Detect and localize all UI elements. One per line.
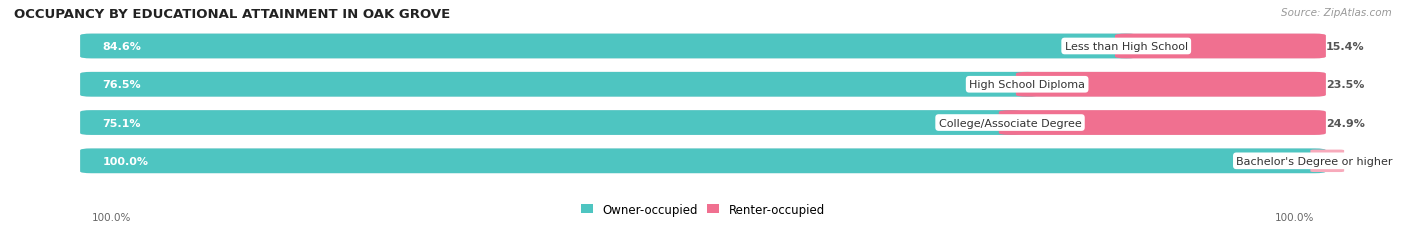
Text: OCCUPANCY BY EDUCATIONAL ATTAINMENT IN OAK GROVE: OCCUPANCY BY EDUCATIONAL ATTAINMENT IN O… <box>14 8 450 21</box>
FancyBboxPatch shape <box>80 149 1326 173</box>
FancyBboxPatch shape <box>80 73 1039 97</box>
FancyBboxPatch shape <box>80 34 1326 59</box>
FancyBboxPatch shape <box>80 149 1326 173</box>
Text: Source: ZipAtlas.com: Source: ZipAtlas.com <box>1281 8 1392 18</box>
Text: 100.0%: 100.0% <box>1275 212 1315 222</box>
FancyBboxPatch shape <box>80 73 1326 97</box>
Text: 15.4%: 15.4% <box>1326 42 1364 52</box>
Text: College/Associate Degree: College/Associate Degree <box>939 118 1081 128</box>
FancyBboxPatch shape <box>1115 34 1326 59</box>
FancyBboxPatch shape <box>1017 73 1326 97</box>
Text: 23.5%: 23.5% <box>1326 80 1364 90</box>
Text: 0.0%: 0.0% <box>1326 156 1357 166</box>
Text: 24.9%: 24.9% <box>1326 118 1365 128</box>
Text: 76.5%: 76.5% <box>103 80 141 90</box>
FancyBboxPatch shape <box>80 111 1326 135</box>
FancyBboxPatch shape <box>80 111 1021 135</box>
Text: High School Diploma: High School Diploma <box>969 80 1085 90</box>
Text: 84.6%: 84.6% <box>103 42 142 52</box>
Text: 75.1%: 75.1% <box>103 118 141 128</box>
Text: Bachelor's Degree or higher: Bachelor's Degree or higher <box>1236 156 1393 166</box>
FancyBboxPatch shape <box>80 34 1137 59</box>
Legend: Owner-occupied, Renter-occupied: Owner-occupied, Renter-occupied <box>581 203 825 216</box>
Text: 100.0%: 100.0% <box>91 212 131 222</box>
FancyBboxPatch shape <box>998 111 1326 135</box>
Text: Less than High School: Less than High School <box>1064 42 1188 52</box>
FancyBboxPatch shape <box>1310 150 1344 172</box>
Text: 100.0%: 100.0% <box>103 156 149 166</box>
